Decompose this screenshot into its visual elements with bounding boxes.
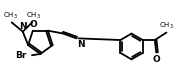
Text: O: O bbox=[30, 20, 38, 29]
Text: N: N bbox=[77, 40, 85, 49]
Text: O: O bbox=[152, 55, 160, 64]
Text: N: N bbox=[19, 22, 27, 31]
Text: CH$_3$: CH$_3$ bbox=[159, 21, 174, 31]
Text: CH$_3$: CH$_3$ bbox=[3, 11, 18, 21]
Text: CH$_3$: CH$_3$ bbox=[26, 11, 40, 21]
Text: Br: Br bbox=[16, 51, 27, 60]
